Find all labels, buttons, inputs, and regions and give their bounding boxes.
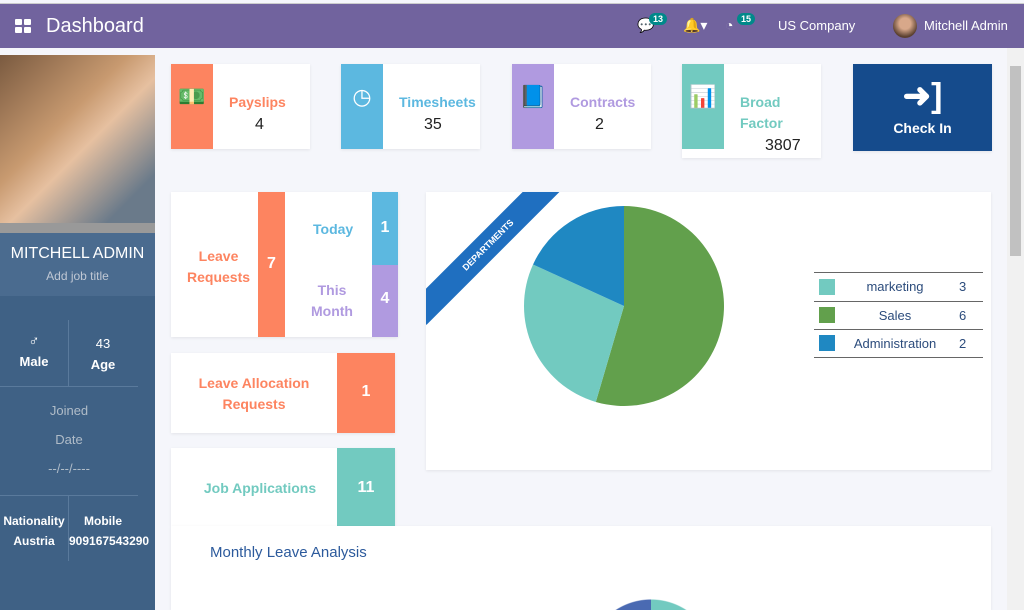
job-applications-value: 11	[337, 448, 395, 526]
money-icon: 💵	[171, 64, 213, 149]
bar-chart-icon: 📊	[682, 64, 724, 149]
activities-button[interactable]: ◔ 15	[725, 13, 756, 33]
contracts-value: 2	[595, 116, 604, 133]
divider	[0, 386, 138, 387]
clock-icon: ◷	[341, 64, 383, 149]
messages-button[interactable]: 💬 13	[637, 13, 668, 34]
scrollbar[interactable]	[1007, 48, 1024, 610]
leave-requests-label-2: Requests	[187, 269, 251, 285]
bell-icon: 🔔▾	[683, 17, 708, 33]
mobile-label: Mobile	[84, 514, 122, 528]
broad-factor-card[interactable]: 📊 Broad Factor 3807	[682, 64, 821, 158]
divider	[68, 496, 69, 561]
timesheets-value: 35	[424, 116, 442, 133]
allocation-label-2: Requests	[222, 396, 286, 412]
job-applications-card[interactable]: Job Applications 11	[171, 448, 395, 526]
month-label: This	[317, 282, 347, 298]
legend-swatch	[819, 278, 835, 295]
check-in-label: Check In	[893, 120, 952, 136]
departments-pie	[524, 206, 725, 406]
allocation-label: Leave Allocation	[198, 375, 310, 391]
joined-date: --/--/----	[48, 461, 90, 476]
today-label: Today	[313, 221, 354, 237]
pie-slice-administration[interactable]	[533, 206, 624, 306]
job-title[interactable]: Add job title	[46, 269, 109, 283]
legend-swatch	[819, 335, 835, 352]
age-value: 43	[95, 336, 111, 351]
today-value[interactable]: 1	[372, 192, 398, 265]
divider	[0, 495, 138, 496]
legend-label: Sales	[878, 307, 912, 323]
pie-slice-marketing[interactable]	[524, 264, 624, 402]
photo-divider	[0, 223, 155, 233]
legend-swatch	[819, 307, 835, 324]
profile-photo	[0, 55, 155, 223]
notifications-button[interactable]: 🔔▾	[683, 17, 707, 34]
contracts-label: Contracts	[570, 94, 636, 110]
age-label: Age	[90, 357, 116, 372]
legend-item-marketing[interactable]: marketing 3	[814, 272, 983, 301]
payslips-card[interactable]: 💵 Payslips 4	[171, 64, 310, 149]
joined-label-2: Date	[55, 432, 83, 447]
top-navbar: Dashboard 💬 13 🔔▾ ◔ 15 US Company Mitchell…	[0, 3, 1024, 48]
mobile: 909167543290	[69, 534, 150, 548]
nationality: Austria	[13, 534, 55, 548]
month-label-2: Month	[311, 303, 353, 319]
legend-item-sales[interactable]: Sales 6	[814, 300, 983, 330]
activities-badge: 15	[737, 13, 756, 25]
job-applications-label: Job Applications	[203, 480, 317, 496]
leave-allocation-card[interactable]: Leave Allocation Requests 1	[171, 353, 395, 433]
broad-factor-label: Broad	[740, 94, 781, 110]
payslips-label: Payslips	[229, 94, 286, 110]
joined-label: Joined	[49, 403, 89, 418]
monthly-leave-title: Monthly Leave Analysis	[210, 544, 367, 561]
nationality-label: Nationality	[3, 514, 65, 528]
user-avatar[interactable]	[893, 14, 917, 38]
legend-value: 6	[959, 307, 967, 323]
company-switcher[interactable]: US Company	[778, 18, 856, 33]
male-icon: ♂	[28, 333, 40, 350]
book-icon: 📘	[512, 64, 554, 149]
leave-total: 7	[258, 192, 285, 337]
profile-name: MITCHELL ADMIN	[10, 245, 145, 262]
contracts-card[interactable]: 📘 Contracts 2	[512, 64, 651, 149]
messages-badge: 13	[649, 13, 668, 25]
check-in-button[interactable]: ➜] Check In	[853, 64, 992, 151]
profile-header: MITCHELL ADMIN Add job title	[0, 233, 155, 296]
user-menu[interactable]: Mitchell Admin	[924, 18, 1008, 33]
pie-slice-sales[interactable]	[595, 206, 725, 406]
broad-factor-value: 3807	[765, 137, 801, 154]
legend-label: Administration	[853, 335, 937, 351]
legend-value: 3	[959, 279, 967, 295]
broad-factor-label-2: Factor	[740, 115, 783, 131]
clock-icon: ◔	[725, 17, 734, 33]
gender: Male	[19, 354, 49, 369]
legend-item-administration[interactable]: Administration 2	[814, 329, 983, 358]
allocation-value: 1	[337, 353, 395, 433]
monthly-leave-pie	[586, 599, 716, 610]
sign-in-icon: ➜]	[902, 77, 943, 115]
legend-value: 2	[959, 335, 967, 351]
page-title: Dashboard	[46, 15, 144, 37]
pie-legend: marketing 3 Sales 6 Administration 2	[814, 272, 983, 358]
monthly-leave-card: Monthly Leave Analysis	[171, 526, 991, 610]
month-value[interactable]: 4	[372, 265, 398, 337]
payslips-value: 4	[255, 116, 264, 133]
profile-sidebar: MITCHELL ADMIN Add job title ♂ Male 43 Age…	[0, 55, 155, 610]
apps-icon[interactable]	[15, 19, 31, 33]
leave-requests-label: Leave	[198, 248, 239, 264]
legend-label: marketing	[866, 279, 924, 295]
divider	[68, 320, 69, 387]
scrollbar-thumb[interactable]	[1010, 66, 1021, 256]
leave-requests-card[interactable]: Leave Requests 7 Today 1 This Month 4	[171, 192, 398, 337]
timesheets-label: Timesheets	[399, 94, 476, 110]
timesheets-card[interactable]: ◷ Timesheets 35	[341, 64, 480, 149]
